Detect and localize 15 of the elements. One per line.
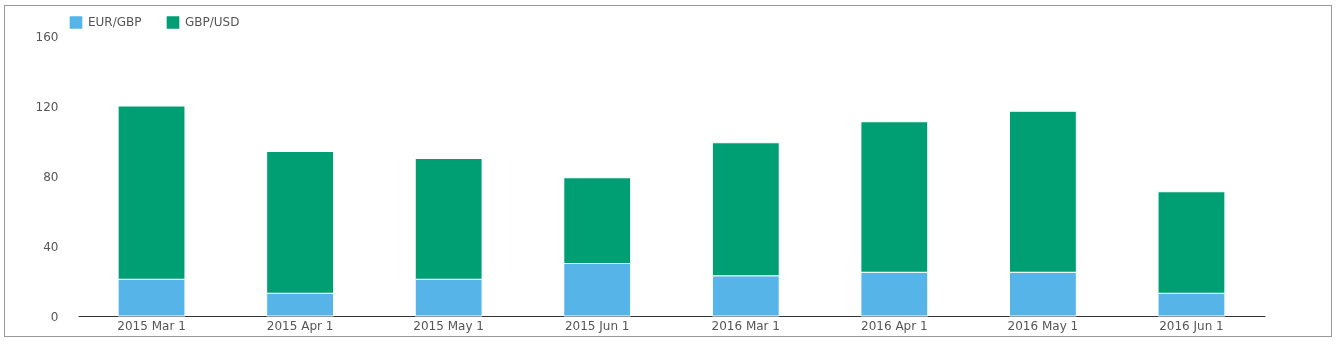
x-tick-label: 2016 Mar 1: [711, 318, 781, 333]
legend-label: EUR/GBP: [88, 15, 142, 30]
y-tick-label: 160: [35, 29, 59, 44]
y-tick-label: 120: [35, 99, 59, 114]
x-tick-label: 2016 Jun 1: [1159, 318, 1224, 333]
x-tick-label: 2015 Jun 1: [564, 318, 630, 333]
x-tick-label: 2016 Apr 1: [861, 318, 928, 333]
legend-label: GBP/USD: [185, 15, 240, 30]
x-tick-label: 2015 Apr 1: [266, 318, 334, 333]
x-tick-label: 2015 May 1: [413, 318, 484, 333]
x-tick-label: 2015 Mar 1: [117, 318, 186, 333]
x-tick-label: 2016 May 1: [1007, 318, 1079, 333]
y-tick-label: 80: [43, 169, 59, 184]
y-tick-label: 40: [43, 239, 59, 254]
y-tick-label: 0: [50, 309, 59, 324]
